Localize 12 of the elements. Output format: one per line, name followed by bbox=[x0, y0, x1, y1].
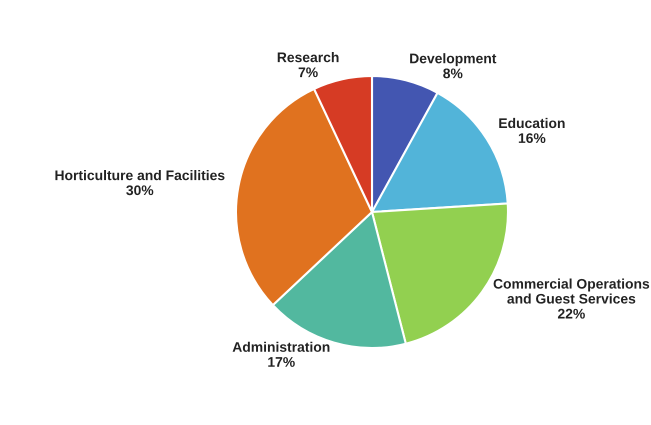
slice-label: Education bbox=[499, 118, 565, 128]
slice-label: Commercial Operations and Guest Services bbox=[494, 278, 650, 304]
data-label: 8% bbox=[443, 68, 462, 78]
slice-label: Horticulture and Facilities bbox=[55, 170, 224, 180]
data-label: 22% bbox=[558, 308, 585, 319]
slice-label: Development bbox=[410, 53, 496, 66]
data-label: 30% bbox=[126, 185, 154, 196]
data-label: 16% bbox=[518, 133, 546, 144]
slice-label: Research bbox=[278, 52, 339, 62]
slice-label: Administration bbox=[232, 342, 330, 352]
data-label: 17% bbox=[268, 357, 295, 367]
data-label: 7% bbox=[298, 67, 318, 78]
